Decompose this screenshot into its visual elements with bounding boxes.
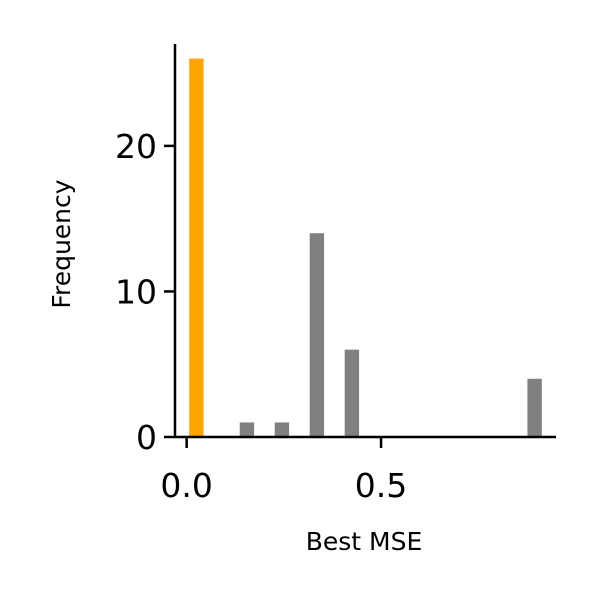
histogram-bar-4 — [344, 349, 360, 437]
ticks-group: 0 10 20 0.0 0.5 — [115, 127, 407, 505]
histogram-bar-2 — [274, 422, 290, 437]
histogram-bar-3 — [309, 233, 325, 437]
y-tick-label: 0 — [136, 418, 157, 457]
y-tick-label: 10 — [115, 272, 157, 311]
y-tick-label: 20 — [115, 127, 157, 166]
histogram-bar-5 — [527, 378, 542, 437]
bars-group — [189, 58, 542, 438]
x-tick-label: 0.0 — [160, 466, 212, 505]
x-tick-label: 0.5 — [355, 466, 407, 505]
y-axis-title: Frequency — [47, 179, 76, 308]
histogram-bar-0 — [189, 58, 204, 438]
x-axis-title: Best MSE — [306, 527, 423, 556]
histogram-bar-1 — [239, 422, 255, 437]
